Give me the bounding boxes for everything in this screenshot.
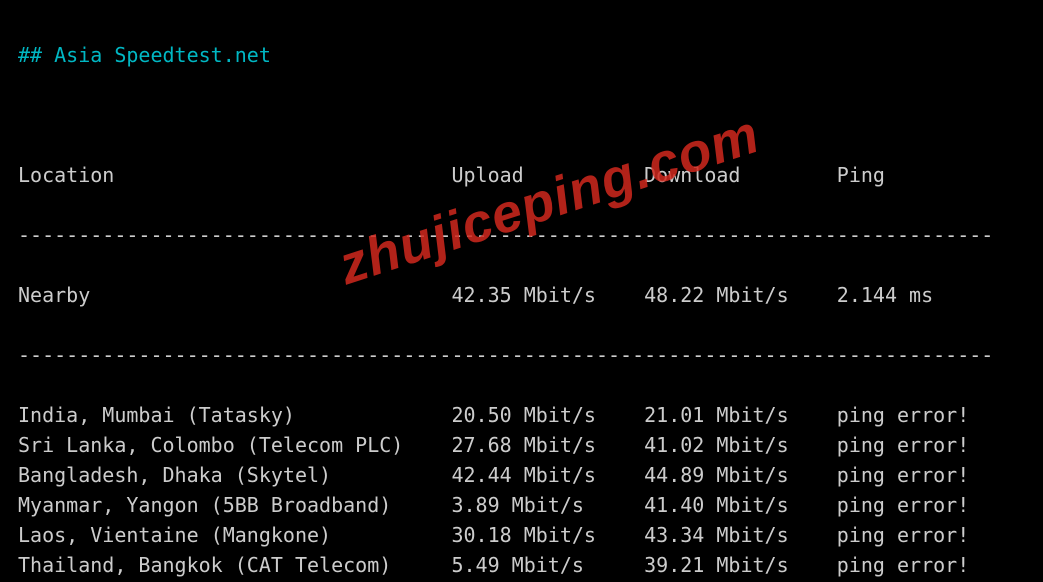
title-prefix: ##: [18, 43, 54, 67]
table-row: Myanmar, Yangon (5BB Broadband)3.89 Mbit…: [18, 490, 1029, 520]
separator-line: ----------------------------------------…: [18, 220, 1029, 250]
cell-upload: 42.44 Mbit/s: [451, 460, 644, 490]
cell-download: 41.40 Mbit/s: [644, 490, 837, 520]
title-line: ## Asia Speedtest.net: [18, 40, 1029, 70]
blank-line: [18, 100, 1029, 130]
cell-ping: ping error!: [837, 430, 969, 460]
cell-ping: ping error!: [837, 460, 969, 490]
cell-ping: ping error!: [837, 520, 969, 550]
header-download: Download: [644, 160, 837, 190]
cell-download: 44.89 Mbit/s: [644, 460, 837, 490]
cell-download: 39.21 Mbit/s: [644, 550, 837, 580]
nearby-row: Nearby42.35 Mbit/s48.22 Mbit/s2.144 ms: [18, 280, 1029, 310]
header-upload: Upload: [451, 160, 644, 190]
cell-location: Bangladesh, Dhaka (Skytel): [18, 460, 451, 490]
nearby-download: 48.22 Mbit/s: [644, 280, 837, 310]
title-text: Asia Speedtest.net: [54, 43, 271, 67]
header-row: LocationUploadDownloadPing: [18, 160, 1029, 190]
table-row: Thailand, Bangkok (CAT Telecom)5.49 Mbit…: [18, 550, 1029, 580]
table-row: Bangladesh, Dhaka (Skytel)42.44 Mbit/s44…: [18, 460, 1029, 490]
cell-upload: 5.49 Mbit/s: [451, 550, 644, 580]
header-location: Location: [18, 160, 451, 190]
cell-location: Thailand, Bangkok (CAT Telecom): [18, 550, 451, 580]
nearby-upload: 42.35 Mbit/s: [451, 280, 644, 310]
watermark-text: zhujiceping.com: [336, 118, 762, 282]
cell-upload: 20.50 Mbit/s: [451, 400, 644, 430]
table-row: Sri Lanka, Colombo (Telecom PLC)27.68 Mb…: [18, 430, 1029, 460]
header-ping: Ping: [837, 160, 885, 190]
table-row: India, Mumbai (Tatasky)20.50 Mbit/s21.01…: [18, 400, 1029, 430]
cell-location: India, Mumbai (Tatasky): [18, 400, 451, 430]
nearby-ping: 2.144 ms: [837, 280, 933, 310]
cell-download: 41.02 Mbit/s: [644, 430, 837, 460]
cell-download: 43.34 Mbit/s: [644, 520, 837, 550]
results-body: India, Mumbai (Tatasky)20.50 Mbit/s21.01…: [18, 400, 1029, 582]
cell-download: 21.01 Mbit/s: [644, 400, 837, 430]
cell-location: Laos, Vientaine (Mangkone): [18, 520, 451, 550]
cell-upload: 3.89 Mbit/s: [451, 490, 644, 520]
cell-upload: 30.18 Mbit/s: [451, 520, 644, 550]
nearby-location: Nearby: [18, 280, 451, 310]
cell-upload: 27.68 Mbit/s: [451, 430, 644, 460]
cell-location: Sri Lanka, Colombo (Telecom PLC): [18, 430, 451, 460]
separator-line: ----------------------------------------…: [18, 340, 1029, 370]
terminal-output: ## Asia Speedtest.net LocationUploadDown…: [0, 0, 1043, 582]
cell-ping: ping error!: [837, 490, 969, 520]
cell-ping: ping error!: [837, 400, 969, 430]
table-row: Laos, Vientaine (Mangkone)30.18 Mbit/s43…: [18, 520, 1029, 550]
cell-location: Myanmar, Yangon (5BB Broadband): [18, 490, 451, 520]
cell-ping: ping error!: [837, 550, 969, 580]
